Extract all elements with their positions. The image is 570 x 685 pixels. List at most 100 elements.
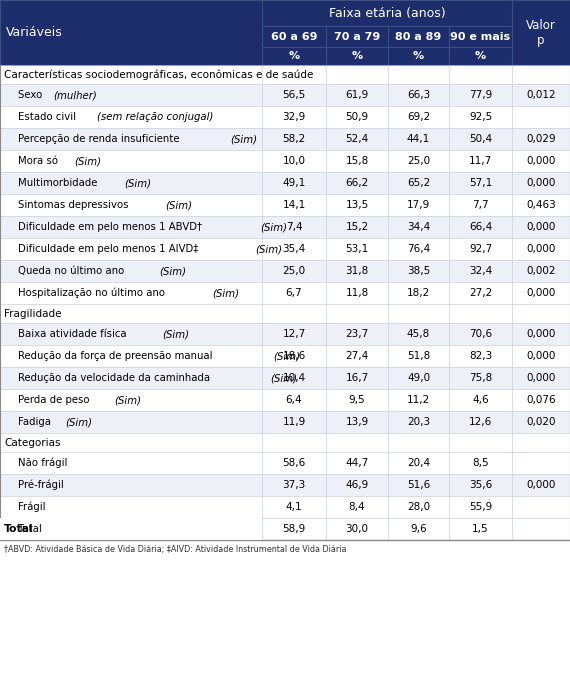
Text: 46,9: 46,9	[345, 480, 369, 490]
Text: †ABVD: Atividade Básica de Vida Diária; ‡AIVD: Atividade Instrumental de Vida Di: †ABVD: Atividade Básica de Vida Diária; …	[4, 545, 347, 554]
Text: %: %	[413, 51, 424, 61]
Text: Total: Total	[4, 524, 34, 534]
Text: (Sim): (Sim)	[159, 266, 186, 276]
Bar	[449, 47, 512, 65]
Bar	[0, 345, 570, 367]
Text: %: %	[352, 51, 363, 61]
Text: 37,3: 37,3	[282, 480, 306, 490]
Text: 0,000: 0,000	[526, 244, 556, 254]
Text: Sexo: Sexo	[18, 90, 46, 100]
Bar	[0, 128, 570, 150]
Text: 75,8: 75,8	[469, 373, 492, 383]
Text: 0,000: 0,000	[526, 351, 556, 361]
Text: 20,3: 20,3	[407, 417, 430, 427]
Text: 0,000: 0,000	[526, 329, 556, 339]
Text: 92,5: 92,5	[469, 112, 492, 122]
Text: 35,4: 35,4	[282, 244, 306, 254]
Text: %: %	[288, 51, 300, 61]
Text: 9,5: 9,5	[349, 395, 365, 405]
Text: (Sim): (Sim)	[125, 178, 152, 188]
Bar	[449, 26, 512, 47]
Text: 0,000: 0,000	[526, 156, 556, 166]
Text: 11,8: 11,8	[345, 288, 369, 298]
Text: 92,7: 92,7	[469, 244, 492, 254]
Text: (sem relação conjugal): (sem relação conjugal)	[97, 112, 214, 122]
Bar	[0, 65, 570, 84]
Text: Queda no último ano: Queda no último ano	[18, 266, 128, 276]
Text: (Sim): (Sim)	[115, 395, 141, 405]
Bar	[262, 26, 326, 47]
Bar	[388, 26, 449, 47]
Text: 49,1: 49,1	[282, 178, 306, 188]
Text: 66,4: 66,4	[469, 222, 492, 232]
Bar	[0, 238, 570, 260]
Text: Valor
p: Valor p	[526, 18, 556, 47]
Text: Mora só: Mora só	[18, 156, 61, 166]
Text: 70,6: 70,6	[469, 329, 492, 339]
Text: Dificuldade em pelo menos 1 AIVD‡: Dificuldade em pelo menos 1 AIVD‡	[18, 244, 202, 254]
Bar	[326, 26, 388, 47]
Text: Pré-frágil: Pré-frágil	[18, 479, 64, 490]
Text: Estado civil: Estado civil	[18, 112, 79, 122]
Text: (Sim): (Sim)	[212, 288, 239, 298]
Text: 30,0: 30,0	[345, 524, 368, 534]
Text: 11,2: 11,2	[407, 395, 430, 405]
Text: 53,1: 53,1	[345, 244, 369, 254]
Text: 13,5: 13,5	[345, 200, 369, 210]
Text: 27,2: 27,2	[469, 288, 492, 298]
Bar	[0, 518, 570, 540]
Text: Variáveis: Variáveis	[6, 26, 63, 39]
Text: 66,2: 66,2	[345, 178, 369, 188]
Text: %: %	[475, 51, 486, 61]
Text: 0,012: 0,012	[526, 90, 556, 100]
Text: Características sociodemográficas, econômicas e de saúde: Características sociodemográficas, econô…	[4, 69, 314, 79]
Text: 57,1: 57,1	[469, 178, 492, 188]
Text: 27,4: 27,4	[345, 351, 369, 361]
Text: 77,9: 77,9	[469, 90, 492, 100]
Text: 10,4: 10,4	[283, 373, 306, 383]
Text: 1,5: 1,5	[472, 524, 489, 534]
Text: Total: Total	[18, 524, 42, 534]
Text: 35,6: 35,6	[469, 480, 492, 490]
Bar	[0, 433, 570, 452]
Text: 52,4: 52,4	[345, 134, 369, 144]
Bar	[0, 304, 570, 323]
Text: 16,7: 16,7	[345, 373, 369, 383]
Bar	[0, 518, 262, 540]
Text: 8,5: 8,5	[472, 458, 489, 468]
Bar	[0, 411, 570, 433]
Text: 34,4: 34,4	[407, 222, 430, 232]
Text: (mulher): (mulher)	[54, 90, 97, 100]
Bar	[0, 389, 570, 411]
Bar	[0, 194, 570, 216]
Text: 9,6: 9,6	[410, 524, 427, 534]
Bar	[0, 260, 570, 282]
Bar	[326, 47, 388, 65]
Text: 11,9: 11,9	[282, 417, 306, 427]
Text: 0,002: 0,002	[526, 266, 556, 276]
Text: 38,5: 38,5	[407, 266, 430, 276]
Text: 66,3: 66,3	[407, 90, 430, 100]
Bar	[0, 172, 570, 194]
Text: Redução da força de preensão manual: Redução da força de preensão manual	[18, 351, 216, 361]
Text: 49,0: 49,0	[407, 373, 430, 383]
Text: 23,7: 23,7	[345, 329, 369, 339]
Bar	[0, 216, 570, 238]
Text: 76,4: 76,4	[407, 244, 430, 254]
Text: 8,4: 8,4	[349, 502, 365, 512]
Bar	[0, 150, 570, 172]
Text: Faixa etária (anos): Faixa etária (anos)	[329, 6, 445, 19]
Text: 0,076: 0,076	[526, 395, 556, 405]
Text: 0,000: 0,000	[526, 222, 556, 232]
Text: Frágil: Frágil	[18, 501, 46, 512]
Text: 45,8: 45,8	[407, 329, 430, 339]
Text: Categorias: Categorias	[4, 438, 60, 447]
Text: Fadiga: Fadiga	[18, 417, 54, 427]
Text: Não frágil: Não frágil	[18, 458, 67, 469]
Text: (Sim): (Sim)	[74, 156, 101, 166]
Text: 60 a 69: 60 a 69	[271, 32, 317, 42]
Text: 10,0: 10,0	[283, 156, 306, 166]
Text: 58,9: 58,9	[282, 524, 306, 534]
Text: 44,7: 44,7	[345, 458, 369, 468]
Text: 14,1: 14,1	[282, 200, 306, 210]
